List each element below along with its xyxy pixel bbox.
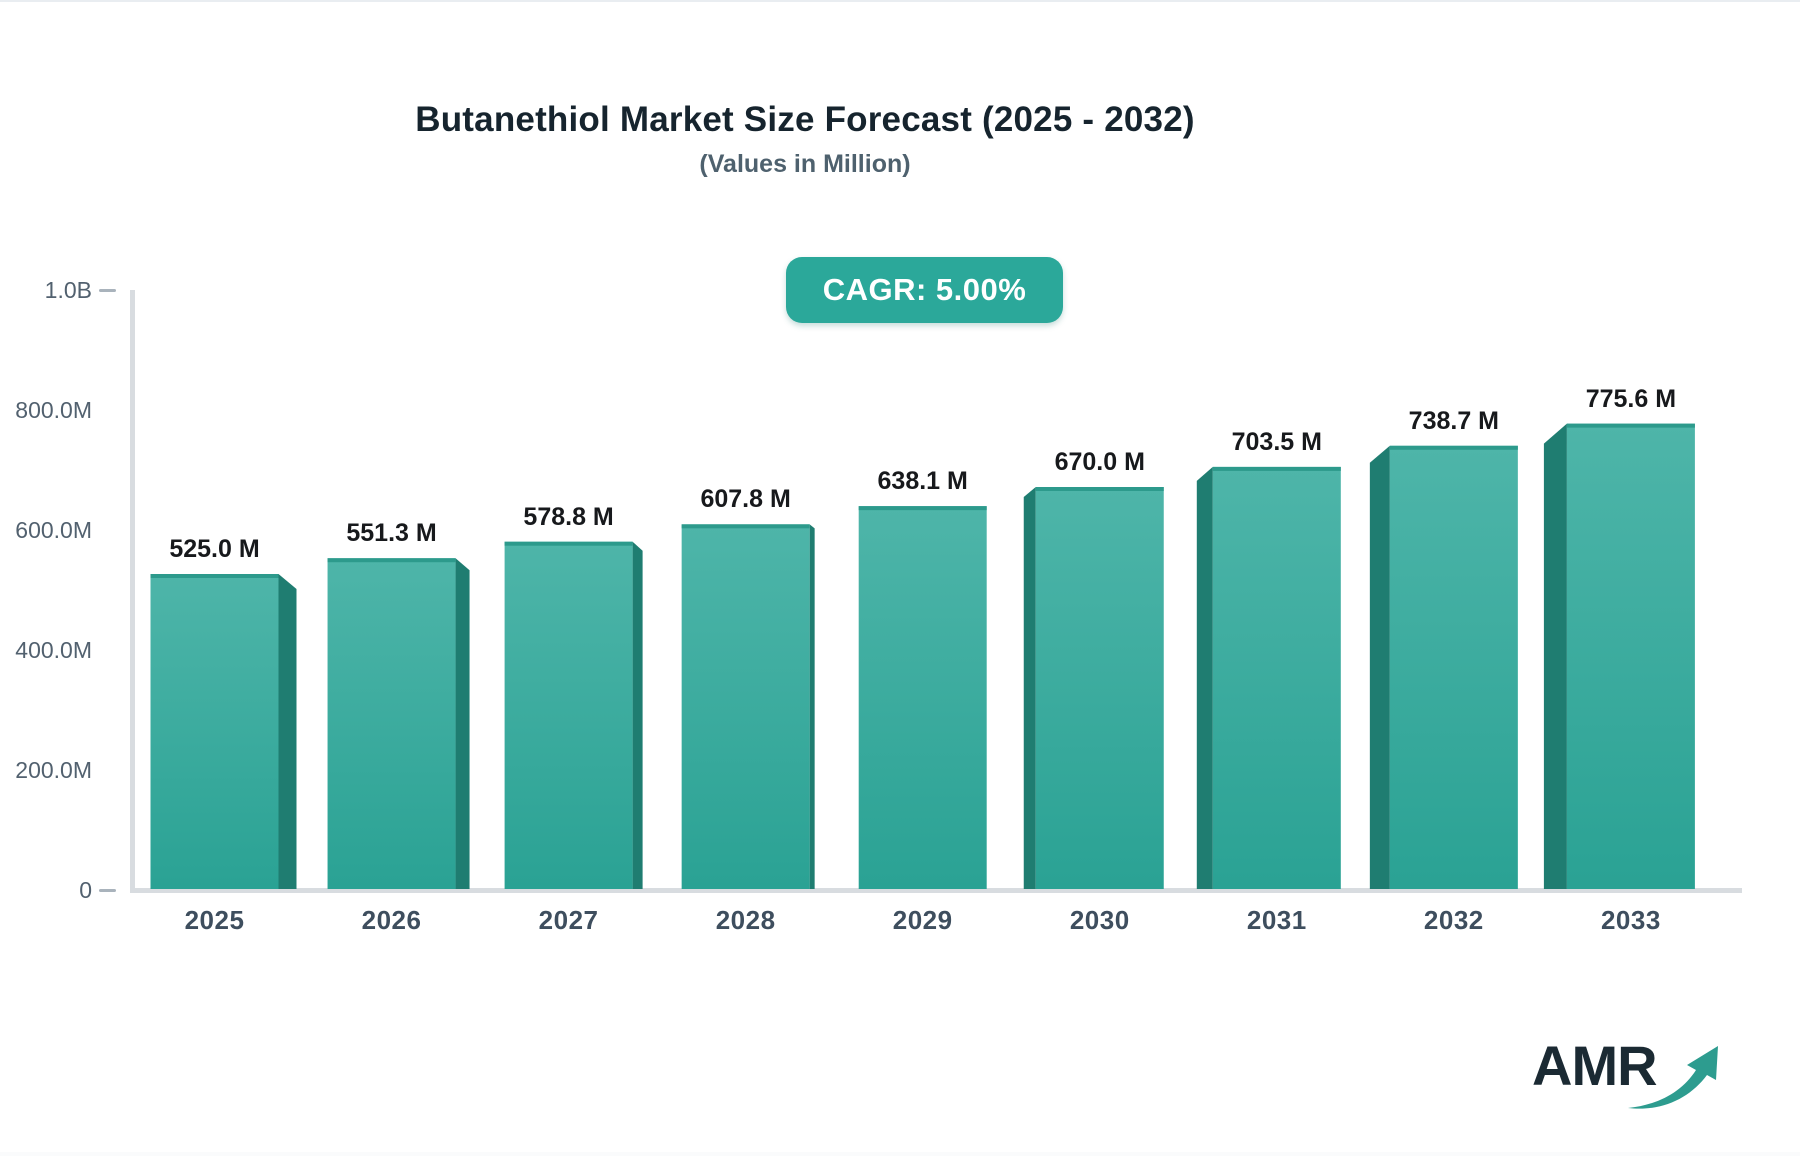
bar-2027-top-edge [504, 541, 633, 546]
bar-2031-face [1212, 466, 1341, 889]
y-tick-dash-1.0B [99, 289, 116, 292]
x-axis-label-2033: 2033 [1600, 905, 1661, 935]
bar-2027-face [504, 541, 633, 889]
x-axis-label-2026: 2026 [361, 905, 422, 935]
bar-2031-side [1196, 466, 1213, 889]
bar-2031-top-edge [1212, 466, 1341, 471]
cagr-badge-label: CAGR: 5.00% [822, 272, 1027, 307]
bar-2032-value-label: 738.7 M [1408, 406, 1500, 435]
bar-2033-value-label: 775.6 M [1585, 384, 1677, 413]
bar-2032-face [1389, 445, 1518, 889]
bar-2028-face [681, 524, 810, 889]
x-axis-label-2029: 2029 [892, 905, 953, 935]
chart-subtitle: (Values in Million) [699, 150, 911, 178]
bar-2028-side [809, 524, 815, 889]
y-tick-dash-0 [99, 889, 116, 892]
x-axis-label-2027: 2027 [538, 905, 599, 935]
bar-2025-top-edge [150, 574, 279, 578]
bar-2033-side [1543, 423, 1567, 889]
bar-2033-face [1566, 423, 1695, 889]
x-axis-label-2032: 2032 [1423, 905, 1484, 935]
y-tick-label-400.0M: 400.0M [15, 637, 92, 663]
bar-2029-value-label: 638.1 M [877, 467, 968, 496]
y-tick-label-1.0B: 1.0B [44, 277, 92, 303]
bar-2030-top-edge [1035, 487, 1164, 491]
x-axis-label-2025: 2025 [184, 905, 245, 935]
y-tick-label-200.0M: 200.0M [15, 757, 92, 783]
bar-2031-value-label: 703.5 M [1231, 427, 1322, 456]
bar-2030-value-label: 670.0 M [1054, 448, 1145, 476]
bar-2026-face [327, 558, 456, 889]
bar-2028-top-edge [681, 524, 810, 529]
cagr-badge: CAGR: 5.00% [786, 257, 1063, 323]
bar-2026-value-label: 551.3 M [346, 519, 437, 548]
amr-logo-arrow-icon [1628, 1046, 1718, 1109]
chart-title: Butanethiol Market Size Forecast (2025 -… [415, 100, 1195, 139]
y-tick-label-800.0M: 800.0M [15, 397, 92, 423]
y-axis-line [130, 290, 135, 893]
bar-2027-value-label: 578.8 M [523, 502, 614, 531]
x-axis-line [130, 888, 1742, 893]
bar-2029-face [858, 506, 987, 889]
bar-2032-side [1369, 445, 1390, 889]
bar-2029-top-edge [858, 506, 987, 511]
y-tick-label-600.0M: 600.0M [15, 517, 92, 543]
bar-2033-top-edge [1566, 423, 1695, 428]
bar-2032-top-edge [1389, 445, 1518, 450]
bar-2030-face [1035, 487, 1164, 889]
bar-2030-side [1023, 487, 1036, 889]
x-axis-label-2031: 2031 [1246, 905, 1307, 935]
amr-logo: AMR [1532, 1024, 1732, 1114]
bar-2025-value-label: 525.0 M [169, 535, 260, 563]
bar-2026-side [455, 558, 470, 889]
bar-2025-side [278, 574, 297, 889]
y-tick-label-0: 0 [79, 877, 92, 903]
bar-2027-side [632, 541, 643, 889]
x-axis-label-2028: 2028 [715, 905, 776, 935]
bar-2025-face [150, 574, 279, 889]
bar-2028-value-label: 607.8 M [700, 485, 791, 514]
bar-2026-top-edge [327, 558, 456, 563]
x-axis-label-2030: 2030 [1069, 905, 1130, 935]
amr-logo-text: AMR [1532, 1034, 1658, 1097]
